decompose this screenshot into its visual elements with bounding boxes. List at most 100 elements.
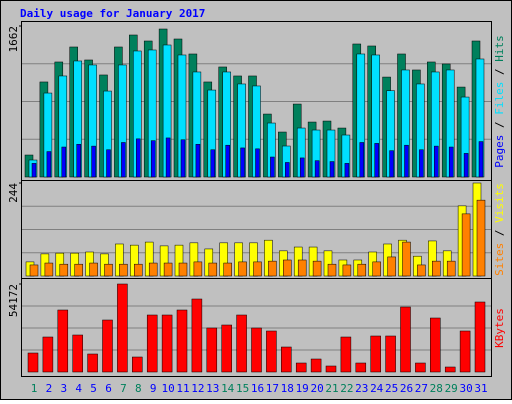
x-tick-label: 25	[385, 382, 398, 395]
legend-separator: /	[493, 115, 506, 135]
bar	[446, 260, 456, 277]
bar	[27, 352, 39, 373]
bar	[327, 263, 337, 277]
x-tick-label: 11	[176, 382, 189, 395]
bar	[299, 157, 305, 178]
legend-entry: Files	[493, 82, 506, 115]
bar	[106, 149, 111, 178]
legend-entry: KBytes	[493, 308, 506, 348]
bar	[89, 262, 98, 277]
bar	[132, 356, 143, 373]
x-tick-label: 17	[266, 382, 279, 395]
bar	[478, 141, 484, 178]
bar	[448, 146, 454, 178]
bar	[355, 362, 367, 373]
x-tick-label: 28	[430, 382, 443, 395]
bar	[225, 144, 230, 178]
bar	[134, 263, 143, 277]
bar	[251, 327, 262, 373]
bar	[283, 259, 292, 277]
bar	[193, 261, 203, 277]
bar	[136, 138, 141, 178]
chart-title: Daily usage for January 2017	[20, 7, 205, 20]
bar	[165, 137, 171, 178]
bar	[417, 264, 426, 277]
bar	[415, 362, 426, 373]
bar	[121, 142, 126, 178]
x-tick-label: 7	[120, 382, 127, 395]
bar	[42, 336, 54, 373]
bar	[72, 334, 83, 373]
bar	[281, 346, 292, 373]
bar	[297, 259, 307, 277]
bar	[432, 260, 441, 277]
legend-entry: Hits	[493, 35, 506, 62]
x-tick-label: 27	[415, 382, 428, 395]
bar	[340, 336, 352, 373]
bar	[270, 156, 275, 178]
bar	[29, 264, 39, 277]
bar	[59, 263, 69, 277]
bar	[459, 330, 471, 373]
bar	[312, 260, 322, 277]
bar	[238, 261, 247, 277]
bar	[310, 358, 322, 373]
x-tick-label: 24	[370, 382, 384, 395]
bar	[385, 335, 396, 373]
bar	[176, 309, 188, 373]
bar	[150, 140, 156, 178]
bar	[223, 262, 232, 277]
bar	[285, 162, 290, 178]
x-tick-label: 19	[296, 382, 309, 395]
bar	[430, 317, 441, 373]
y-tick-label: 244	[7, 183, 20, 203]
bar	[419, 149, 424, 178]
x-tick-label: 12	[191, 382, 204, 395]
bar	[461, 213, 471, 277]
bar	[104, 263, 113, 277]
bar	[210, 149, 216, 178]
bar	[146, 314, 158, 373]
x-tick-label: 13	[206, 382, 219, 395]
bar	[476, 199, 486, 277]
bar	[61, 146, 67, 178]
bar	[359, 142, 365, 178]
bar	[342, 264, 352, 277]
bar	[314, 160, 320, 178]
x-tick-label: 2	[46, 382, 53, 395]
bar	[357, 263, 367, 277]
legend-separator: /	[493, 62, 506, 82]
bar	[74, 263, 83, 277]
bar	[178, 262, 188, 277]
bar	[329, 161, 335, 178]
bar	[387, 256, 396, 277]
x-tick-label: 18	[281, 382, 294, 395]
x-tick-label: 8	[135, 382, 142, 395]
bar	[119, 263, 128, 277]
bar	[240, 147, 245, 178]
bar	[344, 163, 350, 178]
x-tick-label: 16	[251, 382, 264, 395]
bar	[295, 362, 307, 373]
bar	[76, 144, 81, 178]
bar	[236, 314, 247, 373]
bar	[325, 365, 337, 373]
x-tick-label: 1	[31, 382, 38, 395]
bar	[404, 144, 409, 178]
bar	[255, 148, 260, 178]
bar	[444, 366, 456, 373]
bar	[161, 314, 173, 373]
bar	[370, 335, 381, 373]
bar	[163, 262, 173, 277]
bar	[44, 262, 54, 277]
bar	[372, 261, 381, 277]
x-tick-label: 5	[90, 382, 97, 395]
x-tick-label: 31	[474, 382, 487, 395]
bar	[191, 298, 203, 373]
bar	[266, 330, 277, 373]
x-tick-label: 20	[310, 382, 323, 395]
x-tick-label: 9	[150, 382, 157, 395]
bar	[463, 153, 469, 178]
bar	[400, 306, 411, 373]
